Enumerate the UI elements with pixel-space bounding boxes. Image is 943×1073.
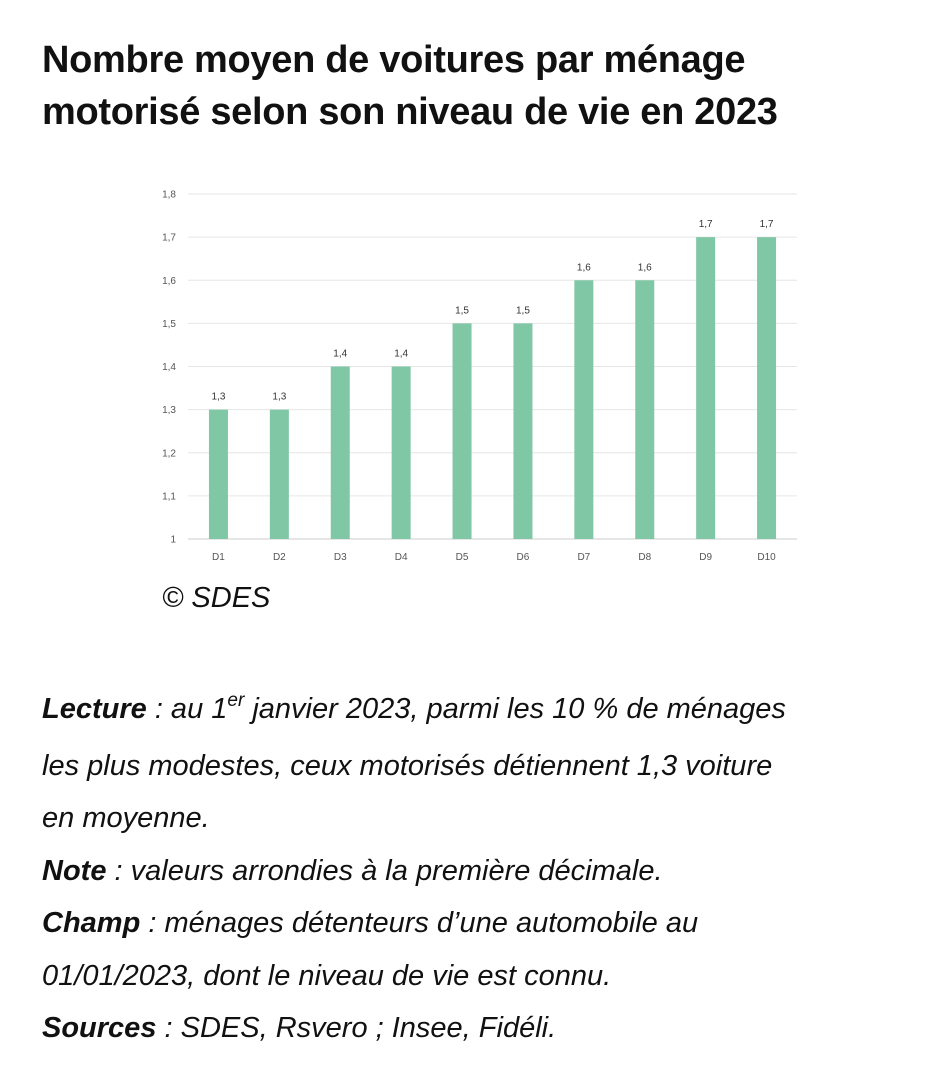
bar <box>208 409 228 539</box>
sources-label: Sources <box>42 1012 157 1044</box>
lecture-line-3: en moyenne. <box>42 802 210 834</box>
y-tick-label: 1,8 <box>162 190 176 201</box>
lecture-superscript: er <box>227 690 245 711</box>
sources-line: Sources : SDES, Rsvero ; Insee, Fidéli. <box>42 1002 912 1055</box>
data-label: 1,4 <box>394 349 408 360</box>
champ-label: Champ <box>42 907 141 939</box>
x-tick-label: D7 <box>577 552 590 563</box>
champ-text-1: : ménages détenteurs d’une automobile au <box>140 907 699 939</box>
x-tick-label: D10 <box>757 552 776 563</box>
copyright-text: © SDES <box>162 582 271 614</box>
y-tick-label: 1,7 <box>162 233 176 244</box>
data-label: 1,6 <box>638 262 652 273</box>
data-label: 1,5 <box>455 305 469 316</box>
y-tick-label: 1,3 <box>162 405 176 416</box>
y-tick-label: 1,6 <box>162 276 176 287</box>
note-line: Note : valeurs arrondies à la première d… <box>42 845 912 898</box>
data-label: 1,6 <box>577 262 591 273</box>
note-label: Note <box>42 854 107 887</box>
x-tick-label: D4 <box>395 552 408 563</box>
chart-title-line-2: motorisé selon son niveau de vie en 2023 <box>42 91 778 133</box>
x-tick-label: D2 <box>273 552 286 563</box>
x-tick-label: D5 <box>456 552 469 563</box>
x-tick-label: D1 <box>212 552 225 563</box>
x-tick-label: D8 <box>638 552 651 563</box>
champ-line-2: 01/01/2023, dont le niveau de vie est co… <box>42 959 612 992</box>
y-tick-label: 1,4 <box>162 362 176 373</box>
bar <box>330 366 350 539</box>
bar <box>513 323 533 539</box>
y-tick-label: 1,2 <box>162 448 176 459</box>
bar <box>635 280 655 539</box>
data-label: 1,7 <box>760 219 774 230</box>
bar <box>574 280 594 539</box>
y-tick-label: 1,5 <box>162 319 176 330</box>
bar <box>452 323 472 539</box>
chart-title: Nombre moyen de voitures par ménage moto… <box>42 34 922 138</box>
data-label: 1,7 <box>699 219 713 230</box>
bar-chart: 1 1,1 1,2 1,3 1,4 1,5 1,6 1,7 1,8 1,3 D1 1,3 D2 1,4 D3… <box>162 190 797 563</box>
y-tick-label: 1,1 <box>162 491 176 502</box>
lecture-line-2: les plus modestes, ceux motorisés détien… <box>42 749 773 782</box>
lecture-text-1b: janvier 2023, parmi les 10 % de ménages <box>244 693 786 725</box>
data-label: 1,4 <box>333 349 347 360</box>
bar <box>391 366 411 539</box>
lecture-line-1: Lecture : au 1er janvier 2023, parmi les… <box>42 683 912 740</box>
lecture-text-1a: : au 1 <box>146 693 228 725</box>
sources-text: : SDES, Rsvero ; Insee, Fidéli. <box>156 1012 557 1044</box>
bar <box>269 409 289 539</box>
chart-title-line-1: Nombre moyen de voitures par ménage <box>42 39 746 81</box>
chart-notes: Lecture : au 1er janvier 2023, parmi les… <box>42 683 912 1055</box>
lecture-label: Lecture <box>42 693 147 725</box>
data-label: 1,3 <box>272 392 286 403</box>
bar <box>696 237 716 539</box>
y-tick-label: 1 <box>170 535 176 546</box>
x-tick-label: D9 <box>699 552 712 563</box>
data-label: 1,5 <box>516 305 530 316</box>
data-label: 1,3 <box>211 392 225 403</box>
x-tick-label: D3 <box>334 552 347 563</box>
note-text: : valeurs arrondies à la première décima… <box>106 854 663 887</box>
champ-line-1: Champ : ménages détenteurs d’une automob… <box>42 897 912 950</box>
bar <box>757 237 777 539</box>
x-tick-label: D6 <box>517 552 530 563</box>
